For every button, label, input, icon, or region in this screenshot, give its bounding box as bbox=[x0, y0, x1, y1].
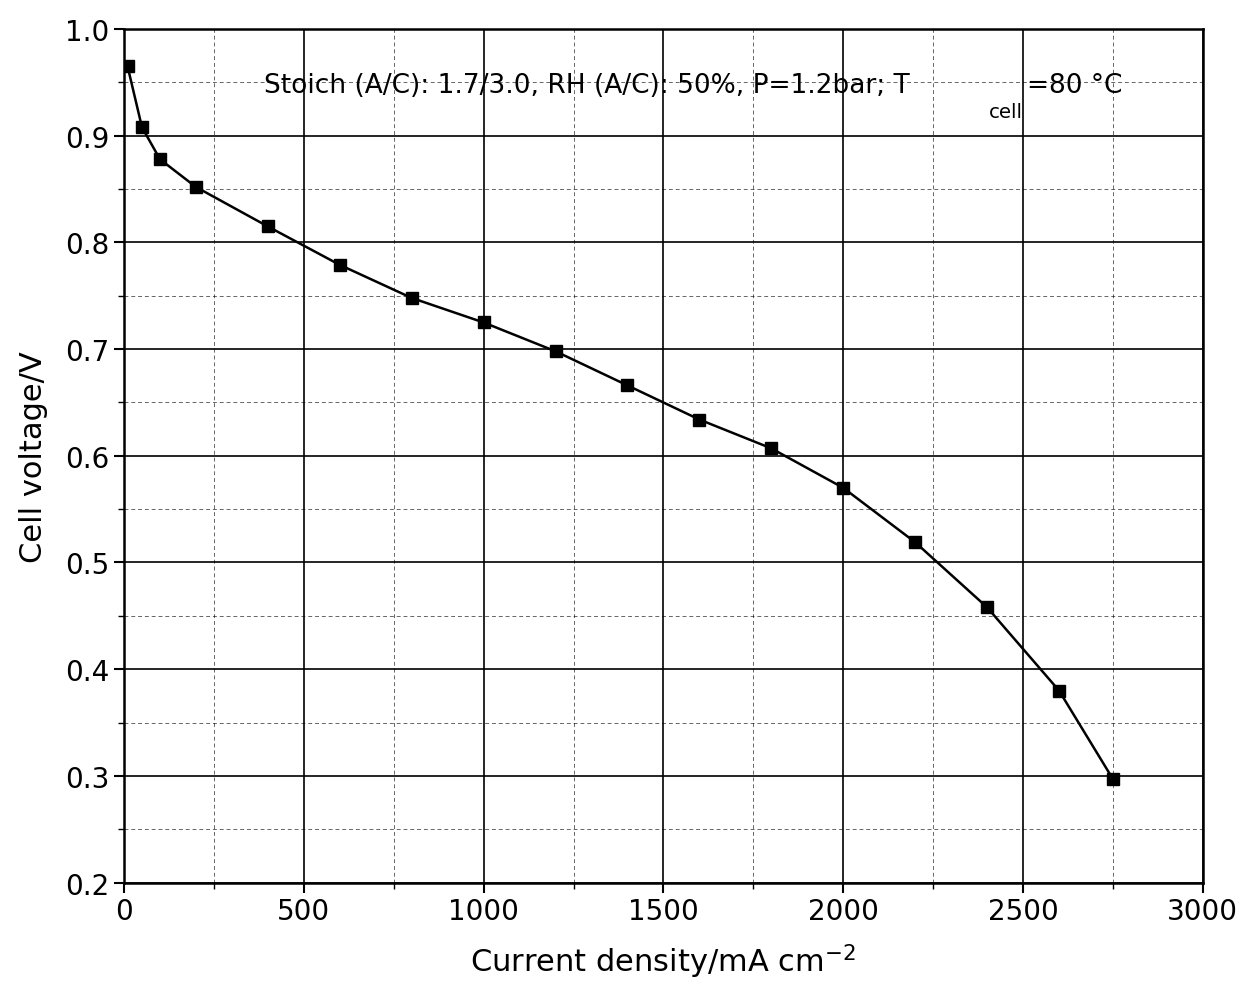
Text: Stoich (A/C): 1.7/3.0, RH (A/C): 50%, P=1.2bar; T: Stoich (A/C): 1.7/3.0, RH (A/C): 50%, P=… bbox=[264, 73, 910, 98]
X-axis label: Current density/mA cm$^{-2}$: Current density/mA cm$^{-2}$ bbox=[470, 942, 857, 980]
Text: =80 °C: =80 °C bbox=[1027, 73, 1122, 98]
Text: cell: cell bbox=[990, 102, 1023, 121]
Y-axis label: Cell voltage/V: Cell voltage/V bbox=[20, 351, 48, 562]
